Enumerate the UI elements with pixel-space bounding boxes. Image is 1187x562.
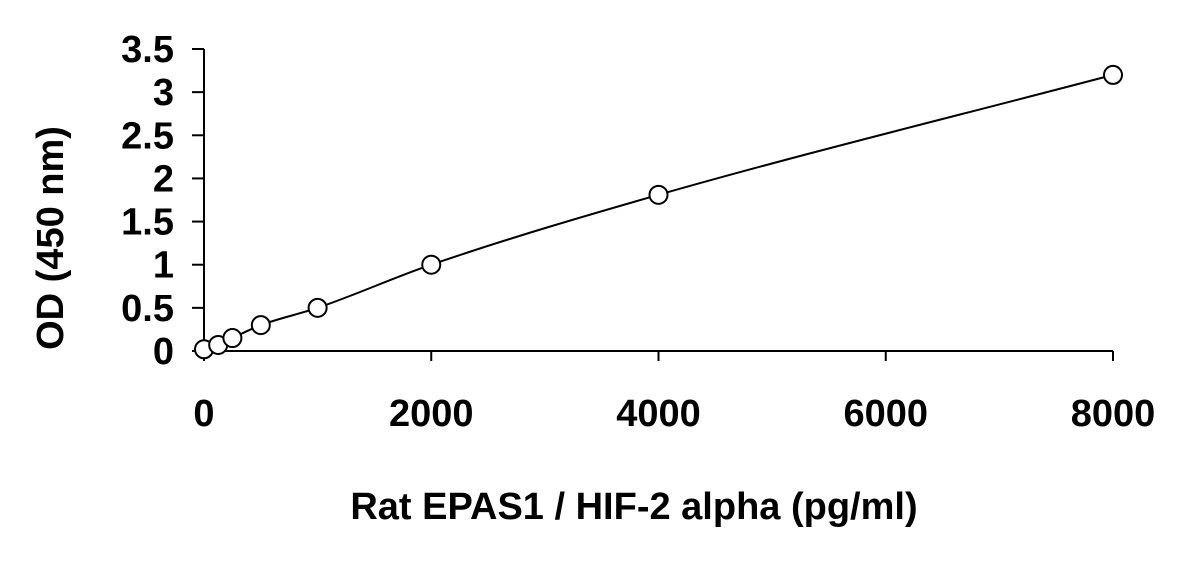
data-point [250,315,271,336]
x-tick-label: 4000 [616,393,701,435]
y-tick-label: 2 [153,158,174,200]
data-point [648,184,669,205]
y-ticks: 00.511.522.533.5 [121,29,204,373]
y-axis-title: OD (450 nm) [30,126,72,350]
data-points [194,64,1123,360]
y-tick-label: 3.5 [121,29,174,71]
data-point [1103,64,1123,85]
x-tick-label: 8000 [1071,393,1156,435]
y-tick-label: 1.5 [121,202,174,244]
x-tick-label: 0 [193,393,214,435]
fit-curve-layer [203,73,1114,351]
y-tick-label: 3 [153,72,174,114]
data-point [421,254,442,275]
y-tick-label: 2.5 [121,115,174,157]
x-tick-label: 2000 [389,393,474,435]
x-ticks: 0 2000 4000 6000 8000 [193,351,1155,435]
fit-curve [203,73,1114,351]
data-point [307,297,328,318]
y-tick-label: 0.5 [121,288,174,330]
x-axis-title: Rat EPAS1 / HIF-2 alpha (pg/ml) [350,486,917,528]
data-point [222,328,243,349]
x-tick-label: 6000 [843,393,928,435]
y-tick-label: 0 [153,331,174,373]
y-tick-label: 1 [153,245,174,287]
